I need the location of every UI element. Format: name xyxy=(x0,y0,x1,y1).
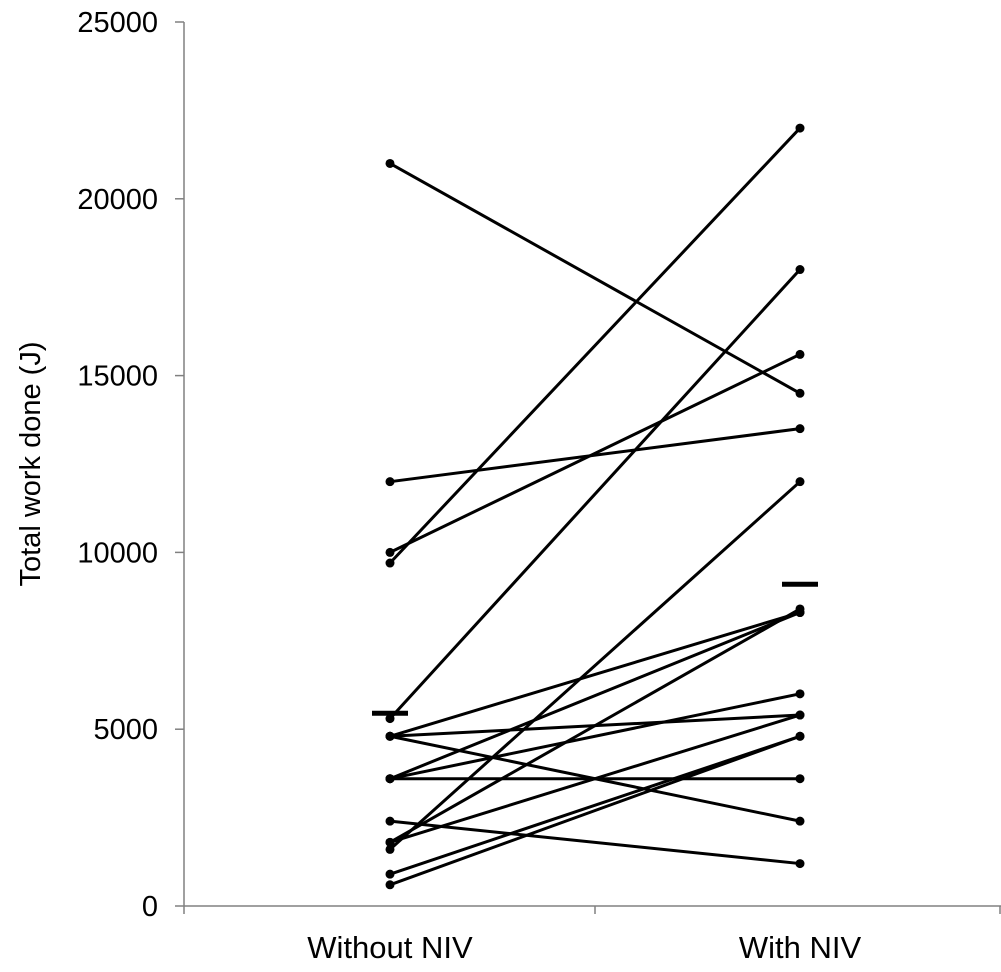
y-tick-label: 5000 xyxy=(93,714,158,746)
point-without-niv xyxy=(385,714,395,724)
paired-line xyxy=(388,127,802,565)
y-tick-label: 20000 xyxy=(77,184,158,216)
paired-line xyxy=(389,819,801,866)
paired-line xyxy=(389,734,801,876)
x-category-label: With NIV xyxy=(739,930,862,965)
paired-line xyxy=(389,611,801,781)
mean-markers xyxy=(372,581,818,716)
point-with-niv xyxy=(795,349,805,359)
point-with-niv xyxy=(795,123,805,133)
point-with-niv xyxy=(795,774,805,784)
point-without-niv xyxy=(385,477,395,487)
paired-line xyxy=(389,353,801,554)
axes xyxy=(175,21,1001,914)
point-with-niv xyxy=(795,731,805,741)
point-without-niv xyxy=(385,869,395,879)
point-with-niv xyxy=(795,816,805,826)
paired-line xyxy=(388,480,802,851)
point-without-niv xyxy=(385,547,395,557)
data-points xyxy=(385,123,805,890)
y-tick-label: 0 xyxy=(142,891,158,923)
point-with-niv xyxy=(795,859,805,869)
point-with-niv xyxy=(795,265,805,275)
point-without-niv xyxy=(385,816,395,826)
point-with-niv xyxy=(795,388,805,398)
point-with-niv xyxy=(795,424,805,434)
paired-lines xyxy=(388,127,802,887)
point-with-niv xyxy=(795,689,805,699)
point-without-niv xyxy=(385,731,395,741)
paired-line xyxy=(389,427,801,484)
paired-line xyxy=(389,692,801,781)
paired-line xyxy=(389,734,801,887)
x-category-label: Without NIV xyxy=(307,930,473,965)
y-tick-label: 10000 xyxy=(77,537,158,569)
point-without-niv xyxy=(385,158,395,168)
y-axis-title: Total work done (J) xyxy=(15,342,47,587)
y-tick-label: 15000 xyxy=(77,361,158,393)
point-with-niv xyxy=(795,710,805,720)
point-with-niv xyxy=(795,608,805,618)
paired-line xyxy=(389,713,801,844)
point-with-niv xyxy=(795,477,805,487)
paired-line xyxy=(389,611,801,738)
point-without-niv xyxy=(385,844,395,854)
point-without-niv xyxy=(385,837,395,847)
point-without-niv xyxy=(385,774,395,784)
paired-line xyxy=(389,713,801,738)
y-tick-label: 25000 xyxy=(77,7,158,39)
paired-line xyxy=(388,268,802,720)
point-without-niv xyxy=(385,558,395,568)
paired-line xyxy=(389,162,801,395)
point-without-niv xyxy=(385,880,395,890)
axis-labels: 0 5000 10000 15000 20000 25000 Without NIV With… xyxy=(15,7,861,965)
